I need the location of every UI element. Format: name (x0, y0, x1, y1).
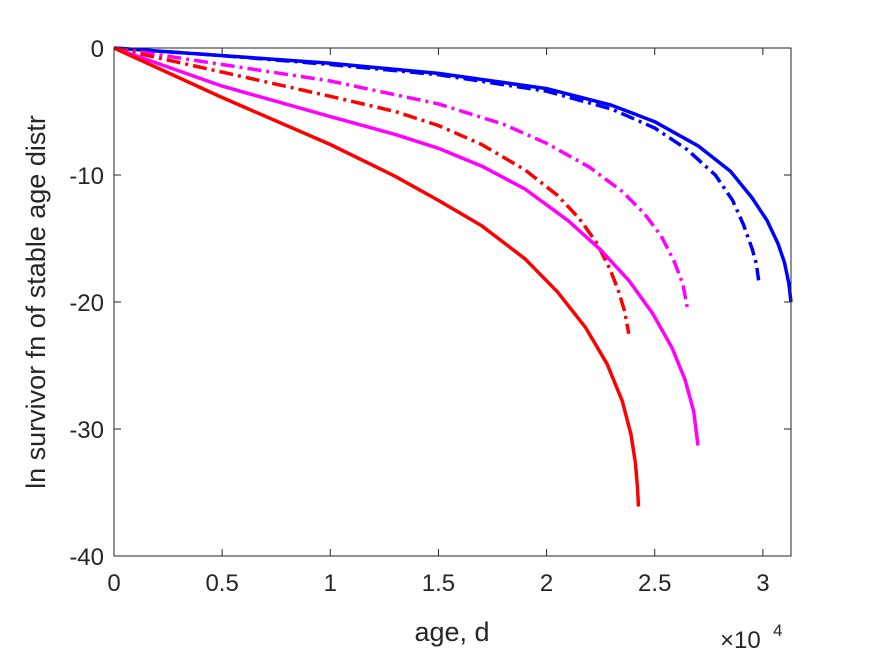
x-tick-label: 0.5 (205, 570, 238, 597)
y-tick-label: -10 (69, 163, 104, 190)
series-line-4 (113, 46, 631, 335)
series-layer (113, 46, 793, 507)
y-tick-label: -20 (69, 290, 104, 317)
x-tick-label: 2 (540, 570, 553, 597)
svg-text:4: 4 (773, 621, 782, 640)
y-tick-label: -30 (69, 417, 104, 444)
y-tick-label: -40 (69, 544, 104, 571)
y-axis-label: ln survivor fn of stable age distr (21, 115, 51, 489)
x-axis: 0 0.5 1 1.5 2 2.5 3 (107, 48, 770, 597)
series-line-5 (113, 46, 700, 446)
y-axis: 0 -10 -20 -30 -40 (69, 36, 791, 571)
x-axis-label: age, d (414, 617, 489, 647)
series-line-6 (113, 46, 641, 507)
y-tick-label: 0 (91, 36, 104, 63)
svg-text:×10: ×10 (720, 627, 761, 654)
series-line-2 (113, 46, 761, 281)
x-tick-label: 3 (756, 570, 769, 597)
series-line-3 (113, 46, 689, 308)
x-tick-label: 1 (324, 570, 337, 597)
x-exponent-label: ×10 4 (720, 621, 782, 654)
x-tick-label: 2.5 (638, 570, 671, 597)
x-tick-label: 0 (107, 570, 120, 597)
x-tick-label: 1.5 (422, 570, 455, 597)
plot-area (114, 48, 791, 556)
